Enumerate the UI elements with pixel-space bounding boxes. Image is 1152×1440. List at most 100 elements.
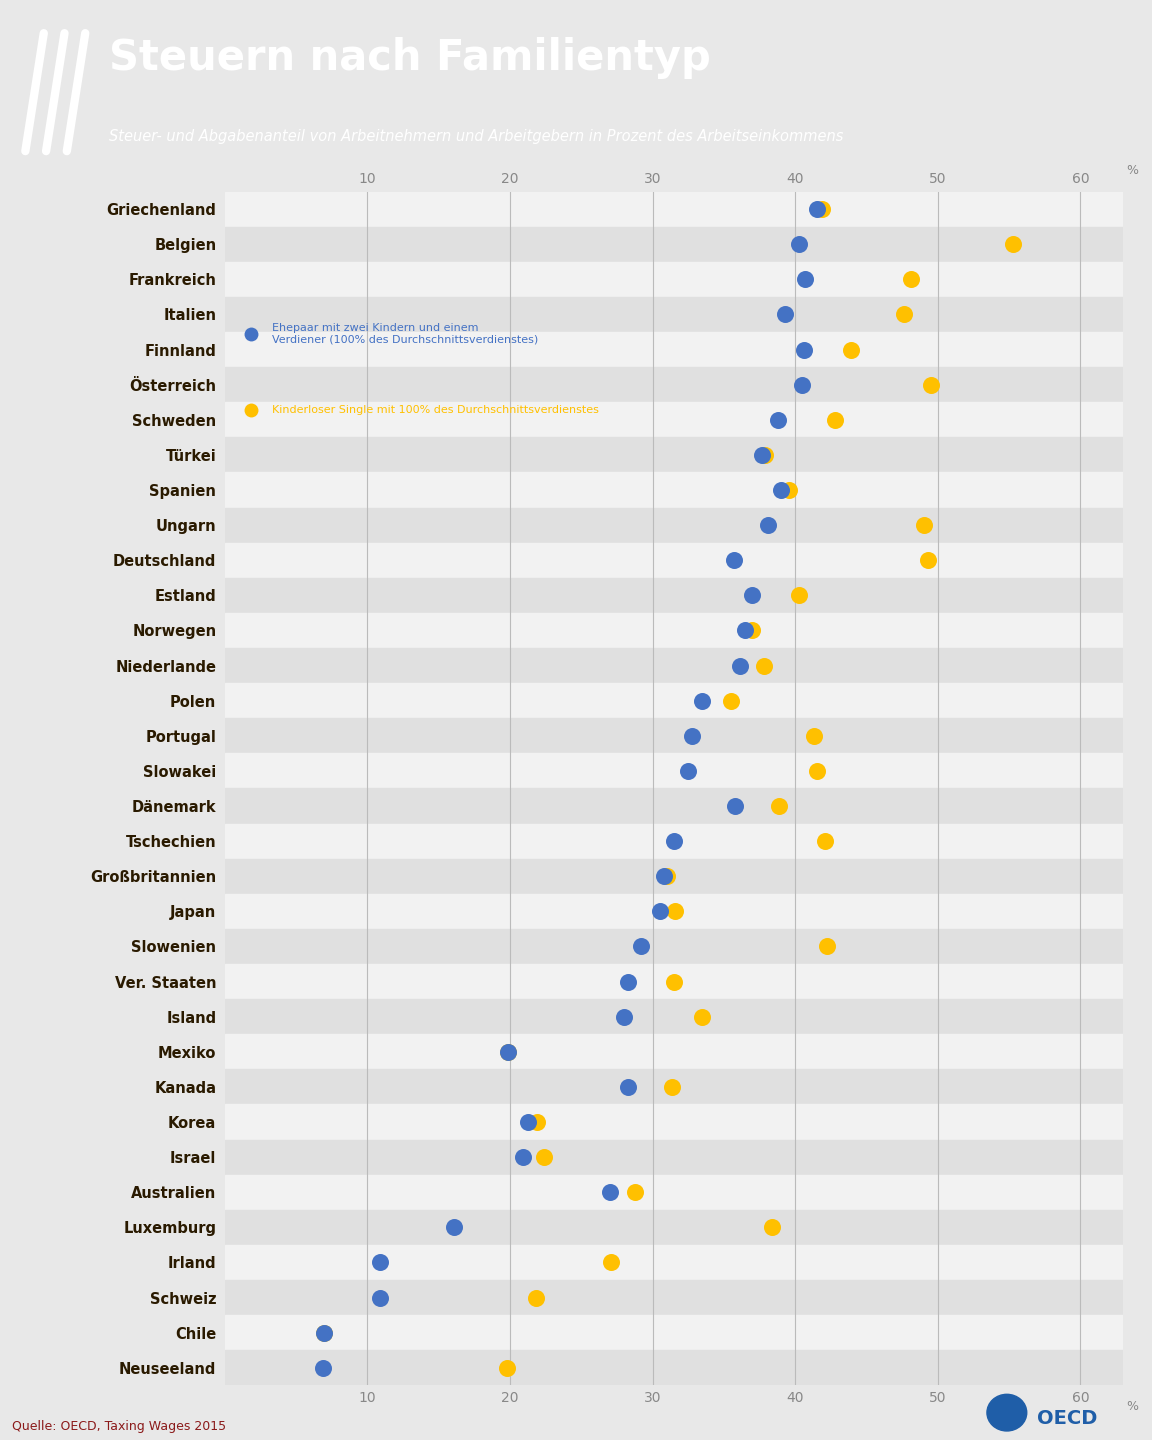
Point <box>651 900 669 923</box>
Bar <box>225 858 1123 894</box>
Point <box>755 654 773 677</box>
Text: Kinderloser Single mit 100% des Durchschnittsverdienstes: Kinderloser Single mit 100% des Durchsch… <box>272 406 599 415</box>
Bar <box>225 438 1123 472</box>
Point <box>615 1005 634 1028</box>
Point <box>790 233 809 256</box>
Point <box>915 514 933 537</box>
Text: Steuern nach Familientyp: Steuern nach Familientyp <box>109 37 711 79</box>
Bar <box>225 648 1123 683</box>
Point <box>796 268 814 291</box>
Point <box>664 1076 682 1099</box>
Point <box>679 759 697 782</box>
Point <box>813 197 832 220</box>
Bar <box>225 963 1123 999</box>
Point <box>763 1215 781 1238</box>
Point <box>499 1040 517 1063</box>
Point <box>498 1356 516 1380</box>
Point <box>808 197 826 220</box>
Point <box>725 549 743 572</box>
Point <box>730 654 749 677</box>
Point <box>790 583 809 606</box>
Bar <box>225 577 1123 613</box>
Point <box>627 1181 645 1204</box>
Point <box>816 829 834 852</box>
Bar <box>225 1244 1123 1280</box>
Point <box>780 478 798 501</box>
Point <box>808 759 826 782</box>
Bar <box>225 472 1123 507</box>
Bar <box>225 753 1123 789</box>
Bar <box>225 402 1123 438</box>
Point <box>736 619 755 642</box>
Point <box>918 549 937 572</box>
Bar <box>225 1070 1123 1104</box>
Point <box>445 1215 463 1238</box>
Point <box>666 900 684 923</box>
Point <box>619 971 637 994</box>
Point <box>922 373 940 396</box>
Point <box>842 338 861 361</box>
Point <box>528 1110 546 1133</box>
Bar <box>225 1139 1123 1175</box>
Point <box>722 690 741 713</box>
Point <box>526 1286 545 1309</box>
Point <box>694 1005 712 1028</box>
Point <box>665 971 683 994</box>
Point <box>694 690 712 713</box>
Circle shape <box>987 1394 1026 1431</box>
Bar <box>225 1104 1123 1139</box>
Bar <box>225 999 1123 1034</box>
Bar <box>225 1175 1123 1210</box>
Point <box>743 583 761 606</box>
Bar <box>225 297 1123 333</box>
Bar <box>225 192 1123 226</box>
Point <box>619 1076 637 1099</box>
Point <box>683 724 702 747</box>
Text: Quelle: OECD, Taxing Wages 2015: Quelle: OECD, Taxing Wages 2015 <box>12 1420 226 1433</box>
Bar <box>225 1034 1123 1070</box>
Bar <box>225 226 1123 262</box>
Point <box>817 935 835 958</box>
Point <box>316 1320 334 1344</box>
Bar <box>225 1315 1123 1351</box>
Point <box>756 444 774 467</box>
Point <box>726 795 744 818</box>
Bar <box>225 613 1123 648</box>
Point <box>535 1146 553 1169</box>
Point <box>902 268 920 291</box>
Bar <box>225 367 1123 402</box>
Point <box>753 444 772 467</box>
Text: OECD: OECD <box>1037 1410 1097 1428</box>
Bar <box>225 824 1123 858</box>
Point <box>826 408 844 431</box>
Point <box>600 1181 619 1204</box>
Bar <box>225 262 1123 297</box>
Bar <box>225 333 1123 367</box>
Bar <box>225 683 1123 719</box>
Point <box>371 1251 389 1274</box>
Bar <box>225 1351 1123 1385</box>
Bar <box>225 719 1123 753</box>
Point <box>772 478 790 501</box>
Bar <box>225 1280 1123 1315</box>
Bar <box>225 929 1123 963</box>
Text: Ehepaar mit zwei Kindern und einem
Verdiener (100% des Durchschnittsverdienstes): Ehepaar mit zwei Kindern und einem Verdi… <box>272 323 538 344</box>
Point <box>514 1146 532 1169</box>
Point <box>776 302 795 325</box>
Point <box>499 1040 517 1063</box>
Point <box>665 829 683 852</box>
Text: %: % <box>1126 1400 1138 1413</box>
Point <box>316 1320 334 1344</box>
Point <box>743 619 761 642</box>
Text: Steuer- und Abgabenanteil von Arbeitnehmern und Arbeitgebern in Prozent des Arbe: Steuer- und Abgabenanteil von Arbeitnehm… <box>109 128 843 144</box>
Bar <box>225 1210 1123 1244</box>
Point <box>793 373 811 396</box>
Point <box>242 399 260 422</box>
Point <box>771 795 789 818</box>
Point <box>759 514 778 537</box>
Point <box>632 935 651 958</box>
Point <box>795 338 813 361</box>
Point <box>313 1356 332 1380</box>
Bar <box>225 507 1123 543</box>
Point <box>520 1110 538 1133</box>
